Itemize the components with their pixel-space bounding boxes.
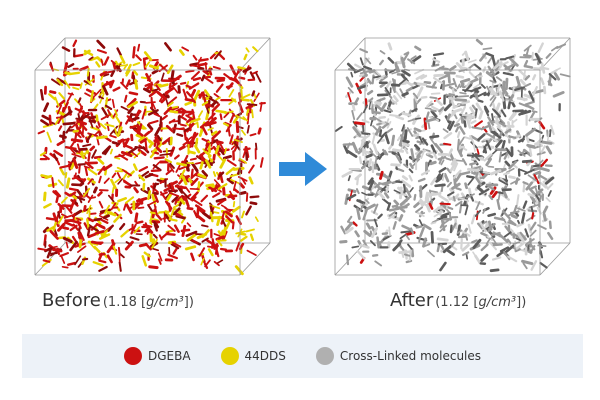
right-arrow-icon [279,152,327,186]
after-label: After [390,290,434,311]
after-close: ]) [516,295,527,310]
after-unit: g/cm³ [478,295,517,310]
before-density: (1.18 [ [102,295,147,310]
legend: DGEBA 44DDS Cross-Linked molecules [22,334,583,378]
legend-label-44dds: 44DDS [244,349,286,363]
before-label: Before [42,290,101,311]
44dds-swatch-icon [220,347,239,365]
legend-label-dgeba: DGEBA [147,349,191,363]
after-cube-image [334,37,571,276]
before-cube-image [34,37,271,276]
legend-item-44dds: 44DDS [220,347,286,365]
legend-label-cross-linked: Cross-Linked molecules [339,349,482,363]
before-unit: g/cm³ [146,295,184,310]
after-structure-cube [325,30,575,280]
legend-item-cross-linked: Cross-Linked molecules [315,347,482,365]
cross-linked-swatch-icon [315,347,334,365]
before-caption: Before (1.18 [g/cm³]) [42,290,194,311]
dgeba-swatch-icon [123,347,142,365]
after-caption: After (1.12 [g/cm³]) [390,290,526,311]
before-structure-cube [25,30,275,280]
legend-item-dgeba: DGEBA [123,347,191,365]
after-density: (1.12 [ [435,295,479,310]
before-close: ]) [183,295,194,310]
